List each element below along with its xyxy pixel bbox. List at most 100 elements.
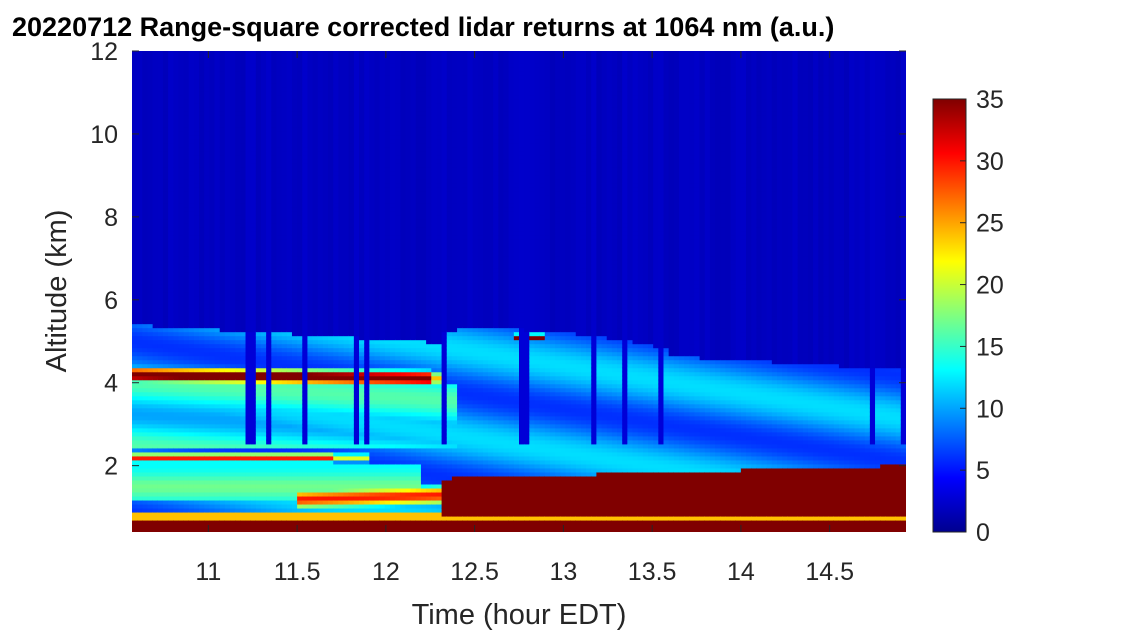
heatmap-cell: [322, 231, 329, 236]
heatmap-cell: [322, 415, 329, 421]
heatmap-cell: [188, 139, 195, 144]
heatmap-cell: [240, 415, 247, 421]
heatmap-cell: [214, 355, 221, 361]
heatmap-cell: [250, 419, 257, 425]
heatmap-cell: [162, 439, 169, 445]
heatmap-cell: [142, 423, 149, 429]
heatmap-cell: [333, 51, 339, 56]
heatmap-cell: [209, 195, 216, 200]
heatmap-cell: [286, 259, 293, 265]
heatmap-cell: [250, 115, 257, 120]
heatmap-cell: [343, 267, 350, 273]
heatmap-cell: [162, 295, 169, 301]
heatmap-cell: [152, 419, 159, 425]
heatmap-cell: [266, 111, 272, 116]
heatmap-cell: [178, 307, 185, 313]
heatmap-cell: [312, 359, 319, 365]
heatmap-cell: [271, 303, 278, 309]
heatmap-cell: [333, 427, 339, 433]
heatmap-cell: [338, 431, 345, 437]
heatmap-cell: [230, 251, 236, 257]
heatmap-cell: [343, 223, 350, 228]
heatmap-cell: [312, 503, 319, 509]
heatmap-cell: [333, 399, 339, 405]
heatmap-cell: [266, 127, 272, 132]
heatmap-cell: [183, 211, 190, 216]
heatmap-cell: [173, 475, 180, 481]
heatmap-cell: [266, 507, 272, 513]
heatmap-cell: [338, 223, 345, 228]
heatmap-cell: [224, 483, 231, 489]
heatmap-cell: [193, 423, 200, 429]
heatmap-cell: [219, 311, 226, 317]
heatmap-cell: [286, 255, 293, 261]
heatmap-cell: [142, 135, 149, 140]
heatmap-cell: [152, 271, 159, 277]
heatmap-cell: [266, 423, 272, 429]
heatmap-cell: [162, 203, 169, 208]
heatmap-cell: [209, 255, 216, 261]
heatmap-cell: [245, 95, 252, 100]
heatmap-cell: [240, 319, 247, 325]
heatmap-cell: [291, 267, 298, 273]
heatmap-cell: [137, 83, 143, 88]
heatmap-cell: [297, 315, 303, 321]
heatmap-cell: [173, 327, 180, 333]
heatmap-cell: [261, 123, 267, 128]
heatmap-cell: [240, 151, 247, 156]
heatmap-cell: [214, 479, 221, 485]
heatmap-cell: [230, 87, 236, 92]
heatmap-cell: [322, 527, 329, 532]
heatmap-cell: [188, 319, 195, 325]
heatmap-cell: [322, 183, 329, 188]
heatmap-cell: [199, 495, 205, 501]
heatmap-cell: [173, 499, 180, 505]
heatmap-cell: [297, 203, 303, 208]
heatmap-cell: [271, 83, 278, 88]
heatmap-cell: [230, 59, 236, 64]
heatmap-cell: [152, 399, 159, 405]
heatmap-cell: [193, 291, 200, 297]
heatmap-cell: [276, 227, 283, 232]
heatmap-cell: [276, 135, 283, 140]
heatmap-cell: [291, 143, 298, 148]
heatmap-cell: [142, 163, 149, 168]
heatmap-cell: [214, 251, 221, 257]
heatmap-cell: [137, 483, 143, 489]
heatmap-cell: [224, 103, 231, 108]
heatmap-cell: [297, 411, 303, 417]
heatmap-cell: [322, 243, 329, 249]
heatmap-cell: [338, 375, 345, 381]
heatmap-cell: [183, 439, 190, 445]
heatmap-cell: [235, 291, 241, 297]
heatmap-cell: [152, 71, 159, 76]
heatmap-cell: [302, 411, 309, 417]
heatmap-cell: [271, 519, 278, 525]
heatmap-cell: [271, 483, 278, 489]
heatmap-cell: [297, 439, 303, 445]
heatmap-cell: [193, 159, 200, 164]
heatmap-cell: [230, 303, 236, 309]
heatmap-cell: [286, 175, 293, 180]
heatmap-cell: [219, 391, 226, 397]
heatmap-cell: [188, 475, 195, 481]
heatmap-cell: [250, 443, 257, 449]
heatmap-cell: [204, 79, 210, 84]
heatmap-cell: [343, 471, 350, 477]
heatmap-cell: [199, 279, 205, 285]
heatmap-cell: [317, 115, 324, 120]
heatmap-cell: [209, 203, 216, 208]
heatmap-cell: [245, 151, 252, 156]
heatmap-cell: [152, 327, 159, 333]
heatmap-cell: [286, 407, 293, 413]
heatmap-cell: [157, 327, 164, 333]
heatmap-cell: [168, 359, 174, 365]
heatmap-cell: [219, 143, 226, 148]
heatmap-cell: [245, 263, 252, 269]
heatmap-cell: [307, 215, 314, 220]
heatmap-cell: [219, 139, 226, 144]
heatmap-cell: [312, 379, 319, 385]
heatmap-cell: [162, 415, 169, 421]
heatmap-cell: [235, 499, 241, 505]
heatmap-cell: [209, 163, 216, 168]
